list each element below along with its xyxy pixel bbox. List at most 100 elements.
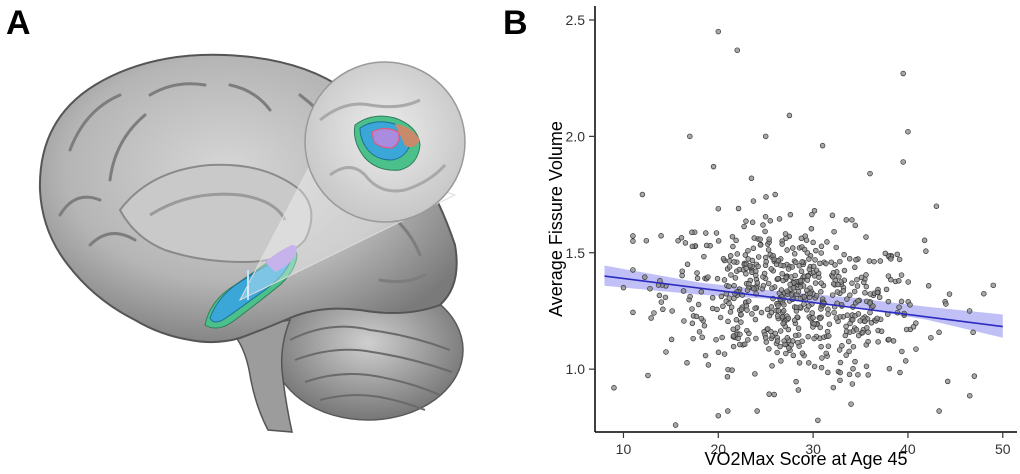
scatter-point xyxy=(755,254,762,260)
scatter-point xyxy=(721,351,728,357)
scatter-point xyxy=(726,283,732,290)
scatter-point xyxy=(871,258,877,265)
scatter-point xyxy=(808,225,815,232)
scatter-point xyxy=(829,292,836,298)
scatter-point xyxy=(721,277,728,283)
scatter-point xyxy=(777,328,784,334)
scatter-point xyxy=(731,282,737,289)
scatter-point xyxy=(715,28,722,35)
scatter-point xyxy=(717,314,724,321)
scatter-point xyxy=(703,242,710,249)
scatter-point xyxy=(832,262,838,268)
scatter-point xyxy=(811,207,818,214)
scatter-point xyxy=(876,294,883,301)
scatter-point xyxy=(775,302,781,309)
y-tick-label: 1.0 xyxy=(566,361,586,377)
scatter-point xyxy=(734,251,741,257)
scatter-point xyxy=(768,309,775,316)
scatter-point xyxy=(826,321,833,327)
scatter-point xyxy=(762,228,768,235)
scatter-point xyxy=(817,315,823,322)
scatter-point xyxy=(687,133,693,140)
scatter-point xyxy=(854,283,861,289)
scatter-point xyxy=(817,324,823,331)
scatter-point xyxy=(765,326,771,332)
brain-illustration xyxy=(38,53,466,433)
scatter-point xyxy=(818,250,824,256)
scatter-point xyxy=(647,285,653,292)
scatter-point xyxy=(684,261,691,268)
scatter-point xyxy=(762,133,769,140)
scatter-point xyxy=(897,369,903,376)
scatter-point xyxy=(754,280,761,286)
scatter-point xyxy=(730,333,737,339)
scatter-point xyxy=(790,352,797,359)
scatter-point xyxy=(795,339,801,346)
scatter-point xyxy=(792,272,798,279)
scatter-point xyxy=(818,364,825,371)
scatter-point xyxy=(818,280,824,286)
scatter-point xyxy=(725,408,731,414)
scatter-point xyxy=(768,304,775,310)
scatter-point xyxy=(867,309,873,316)
scatter-point xyxy=(863,272,869,278)
scatter-point xyxy=(809,310,815,316)
scatter-point xyxy=(648,315,654,321)
scatter-point xyxy=(799,259,805,265)
y-axis-label: Average Fissure Volume xyxy=(546,121,566,317)
scatter-point xyxy=(806,256,812,262)
x-tick-label: 50 xyxy=(995,441,1011,457)
scatter-point xyxy=(728,272,734,278)
scatter-point xyxy=(883,286,890,293)
scatter-point xyxy=(844,296,850,302)
scatter-point xyxy=(753,335,759,342)
y-tick-label: 2.5 xyxy=(566,12,586,28)
scatter-point xyxy=(936,408,942,414)
scatter-point xyxy=(765,280,772,287)
scatter-point xyxy=(782,341,788,348)
scatter-point xyxy=(749,311,755,317)
scatter-point xyxy=(715,349,722,356)
scatter-point xyxy=(729,367,735,373)
scatter-point xyxy=(687,293,693,300)
scatter-point xyxy=(731,259,737,265)
scatter-point xyxy=(702,352,709,359)
scatter-point xyxy=(705,362,712,368)
scatter-point xyxy=(882,250,889,257)
scatter-point xyxy=(703,230,709,236)
scatter-point xyxy=(826,333,832,339)
scatter-point xyxy=(849,280,855,286)
scatter-point xyxy=(748,175,755,182)
scatter-point xyxy=(779,241,785,247)
scatter-point xyxy=(841,267,848,274)
scatter-point xyxy=(779,270,785,277)
scatter-point xyxy=(750,198,757,204)
scatter-point xyxy=(925,283,932,289)
scatter-point xyxy=(719,334,725,341)
scatter-point xyxy=(990,282,997,289)
scatter-point xyxy=(843,323,849,330)
scatter-point xyxy=(705,274,711,280)
scatter-point xyxy=(690,335,696,342)
scatter-point xyxy=(785,326,792,333)
scatter-point xyxy=(694,270,700,276)
scatter-point xyxy=(780,320,786,327)
scatter-point xyxy=(819,355,825,361)
hippocampal-segmentation xyxy=(204,244,298,329)
scatter-point xyxy=(726,258,733,264)
scatter-point xyxy=(818,243,825,250)
scatter-point xyxy=(746,281,752,287)
scatter-point xyxy=(763,258,769,265)
scatter-point xyxy=(898,272,905,278)
scatter-point xyxy=(733,317,740,323)
scatter-point xyxy=(885,273,892,279)
scatter-point xyxy=(718,293,725,300)
y-tick-label: 1.5 xyxy=(566,245,586,261)
scatter-point xyxy=(813,247,819,254)
scatter-point xyxy=(813,267,820,274)
scatter-point xyxy=(678,235,685,241)
scatter-point xyxy=(735,205,742,212)
scatter-point xyxy=(658,299,665,305)
scatter-point xyxy=(726,300,732,307)
scatter-point xyxy=(859,329,866,336)
